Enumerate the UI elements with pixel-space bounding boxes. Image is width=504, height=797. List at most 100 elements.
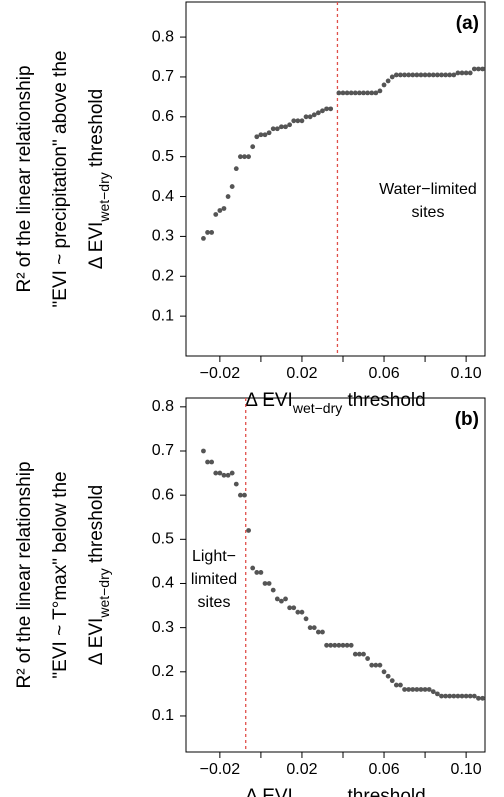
panel-label: (a) bbox=[456, 13, 479, 34]
point bbox=[463, 693, 469, 699]
point bbox=[283, 596, 288, 602]
point bbox=[459, 70, 465, 76]
point bbox=[295, 609, 301, 615]
point bbox=[270, 126, 276, 132]
point bbox=[348, 90, 354, 96]
point bbox=[258, 570, 264, 575]
point bbox=[447, 693, 453, 699]
point bbox=[480, 695, 485, 701]
point bbox=[336, 642, 342, 648]
y-tick-label: 0.6 bbox=[152, 486, 174, 503]
point bbox=[283, 124, 288, 130]
y-tick-label: 0.2 bbox=[152, 663, 174, 680]
point bbox=[422, 687, 428, 692]
point bbox=[381, 669, 387, 675]
point bbox=[291, 118, 297, 124]
point bbox=[328, 106, 334, 112]
point bbox=[340, 642, 346, 648]
point bbox=[426, 72, 432, 78]
point bbox=[279, 598, 284, 604]
y-tick-label: 0.6 bbox=[152, 108, 174, 125]
y-tick-label: 0.8 bbox=[152, 28, 174, 45]
axis-label: Δ EVIwet−dry threshold bbox=[86, 485, 112, 665]
point bbox=[447, 72, 453, 78]
x-tick-label: 0.06 bbox=[368, 761, 399, 778]
label-part: Δ EVI bbox=[245, 390, 293, 411]
point bbox=[328, 642, 334, 648]
point bbox=[254, 134, 260, 140]
point bbox=[336, 90, 342, 96]
point bbox=[266, 130, 272, 136]
point bbox=[406, 72, 412, 78]
y-tick-label: 0.3 bbox=[152, 619, 174, 636]
point bbox=[434, 72, 440, 78]
x-tick-label: 0.10 bbox=[451, 365, 482, 382]
point bbox=[274, 126, 280, 132]
point bbox=[414, 72, 420, 78]
point bbox=[385, 673, 391, 679]
point bbox=[233, 481, 239, 487]
point bbox=[287, 605, 293, 611]
point bbox=[217, 208, 223, 213]
point bbox=[418, 687, 424, 692]
point bbox=[381, 82, 387, 88]
point bbox=[274, 596, 280, 602]
point bbox=[439, 72, 444, 78]
point bbox=[344, 90, 350, 96]
y-tick-label: 0.5 bbox=[152, 148, 174, 165]
label-sub: wet−dry bbox=[292, 400, 342, 416]
point bbox=[209, 459, 215, 465]
point bbox=[443, 693, 448, 699]
point bbox=[410, 687, 416, 692]
point bbox=[262, 132, 268, 138]
point bbox=[332, 642, 338, 648]
point bbox=[320, 629, 325, 635]
point bbox=[398, 682, 403, 688]
y-tick-label: 0.8 bbox=[152, 398, 174, 415]
point bbox=[201, 235, 206, 241]
point bbox=[377, 88, 383, 94]
point bbox=[344, 642, 350, 648]
point bbox=[299, 118, 305, 124]
point bbox=[311, 625, 317, 631]
point bbox=[221, 206, 227, 211]
point bbox=[389, 678, 395, 684]
y-axis-label: R² of the linear relationship bbox=[14, 461, 35, 688]
point bbox=[225, 472, 231, 478]
annotation: sites bbox=[412, 204, 445, 221]
annotation: sites bbox=[198, 594, 231, 611]
y-tick-label: 0.7 bbox=[152, 68, 174, 85]
point bbox=[410, 72, 416, 78]
point bbox=[451, 72, 457, 78]
point bbox=[476, 695, 481, 701]
point bbox=[459, 693, 465, 699]
point bbox=[467, 693, 473, 699]
point bbox=[439, 693, 444, 699]
point bbox=[307, 625, 313, 631]
point bbox=[287, 122, 293, 128]
point bbox=[365, 656, 371, 661]
plot-frame bbox=[185, 397, 486, 753]
point bbox=[213, 212, 219, 217]
label-sub: wet−dry bbox=[292, 796, 342, 797]
x-tick-label: 0.02 bbox=[286, 761, 317, 778]
point bbox=[373, 90, 379, 96]
point bbox=[430, 72, 436, 78]
label-part: threshold bbox=[342, 390, 425, 411]
point bbox=[237, 492, 243, 498]
point bbox=[357, 90, 362, 96]
point bbox=[242, 492, 247, 498]
point bbox=[463, 70, 469, 76]
point bbox=[291, 605, 297, 611]
point bbox=[229, 470, 235, 476]
point bbox=[279, 124, 284, 130]
annotation: limited bbox=[191, 571, 237, 588]
x-tick-label: −0.02 bbox=[200, 365, 241, 382]
point bbox=[270, 587, 276, 593]
point bbox=[422, 72, 428, 78]
point bbox=[237, 154, 243, 160]
y-axis-label: R² of the linear relationship bbox=[14, 65, 35, 292]
y-axis-label: "EVI ~ precipitation" above the bbox=[50, 51, 71, 308]
point bbox=[471, 693, 477, 699]
